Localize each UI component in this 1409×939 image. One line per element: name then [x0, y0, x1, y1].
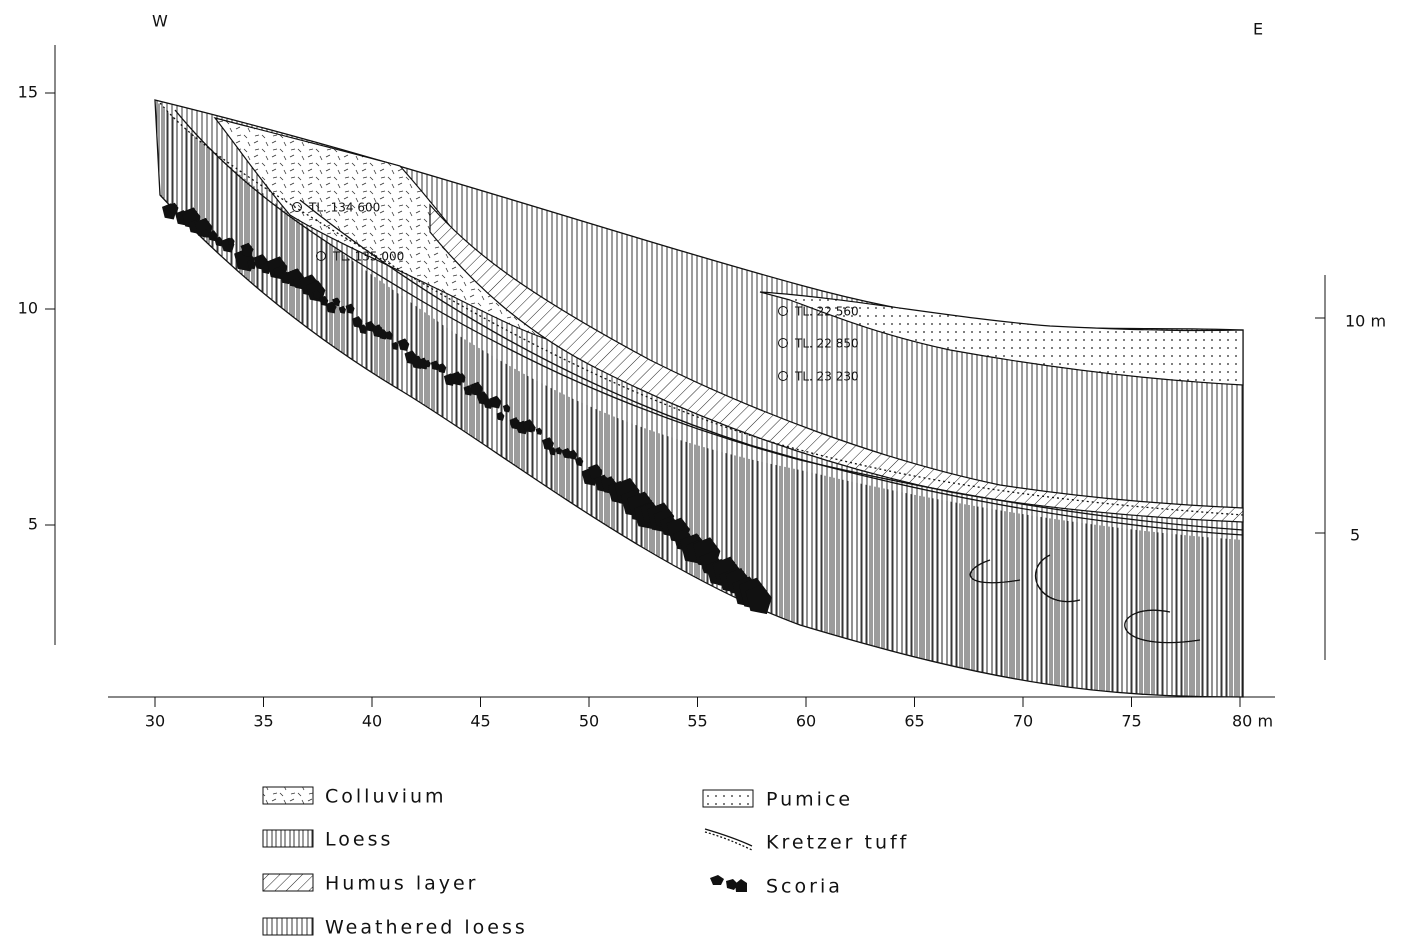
legend-label: Humus layer: [325, 873, 479, 895]
west-label: W: [152, 12, 168, 31]
sample-label: TL. 22 560: [794, 305, 859, 319]
legend-swatch: [710, 875, 747, 892]
legend-label: Weathered loess: [325, 917, 528, 939]
legend-swatch: [263, 830, 313, 847]
left-tick-label: 5: [28, 515, 38, 534]
bottom-tick-label: 75: [1121, 712, 1141, 731]
legend-label: Pumice: [766, 789, 853, 811]
legend-label: Colluvium: [325, 786, 447, 808]
bottom-tick-label: 40: [362, 712, 382, 731]
east-label: E: [1253, 20, 1263, 39]
legend-label: Loess: [325, 829, 393, 851]
sample-label: TL. 23 230: [794, 370, 859, 384]
legend-swatch: [263, 874, 313, 891]
bottom-tick-label: 30: [145, 712, 165, 731]
bottom-tick-label: 65: [904, 712, 924, 731]
cross-section: 15 10 5 10 m 5 3035404550556065707580 m …: [0, 0, 1409, 939]
bottom-tick-label: 70: [1013, 712, 1033, 731]
sample-label: TL. 22 850: [794, 337, 859, 351]
legend-swatch: [263, 787, 313, 804]
legend-label: Kretzer tuff: [766, 832, 909, 854]
legend-swatch: [705, 829, 752, 846]
bottom-tick-label: 60: [796, 712, 816, 731]
bottom-tick-label: 35: [253, 712, 273, 731]
left-tick-label: 10: [18, 299, 38, 318]
legend-swatch: [703, 790, 753, 807]
legend-swatch: [263, 918, 313, 935]
right-tick-label: 5: [1350, 526, 1360, 545]
bottom-tick-label: 80 m: [1232, 712, 1273, 731]
legend: Colluvium Loess Humus layer Weathered lo…: [263, 786, 909, 939]
bottom-tick-label: 55: [687, 712, 707, 731]
bottom-tick-label: 45: [470, 712, 490, 731]
sample-label: TL. 135 000: [332, 250, 404, 264]
right-tick-label: 10 m: [1345, 312, 1386, 331]
legend-swatch: [705, 832, 752, 850]
sample-label: TL. 134 600: [308, 201, 380, 215]
left-tick-label: 15: [18, 83, 38, 102]
bottom-tick-label: 50: [579, 712, 599, 731]
legend-label: Scoria: [766, 876, 843, 898]
bottom-ticks: 30 35 40 45 50 55 60 65 70 75 80 m: [145, 697, 1273, 731]
